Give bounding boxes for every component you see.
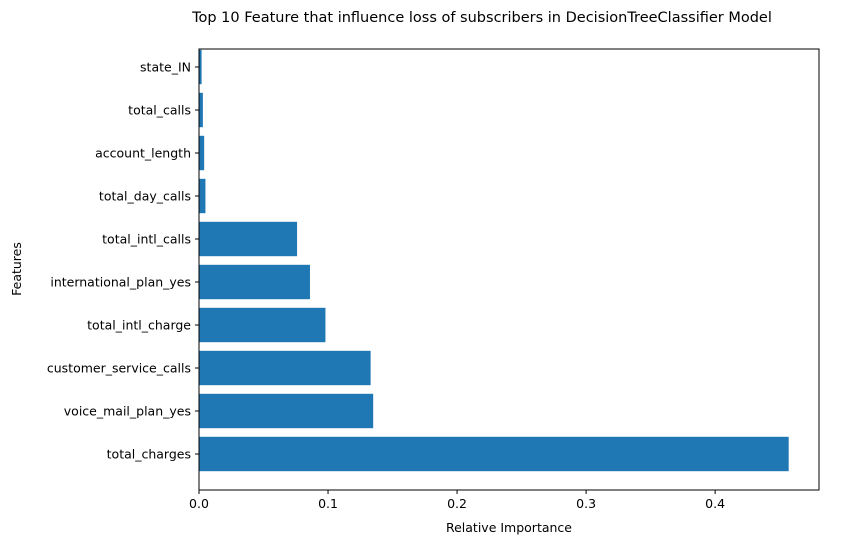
x-tick-label: 0.1 (318, 496, 338, 511)
y-tick-label: voice_mail_plan_yes (64, 404, 191, 419)
chart-title: Top 10 Feature that influence loss of su… (191, 10, 772, 26)
y-tick-label: international_plan_yes (50, 275, 191, 290)
bar-voice_mail_plan_yes (199, 393, 374, 429)
bar-total_intl_charge (199, 307, 326, 343)
x-tick-label: 0.2 (447, 496, 467, 511)
x-axis-ticks: 0.0 0.1 0.2 0.3 0.4 (189, 490, 725, 511)
y-tick-label: total_charges (107, 447, 191, 462)
x-tick-label: 0.3 (576, 496, 596, 511)
y-axis-ticks: total_charges voice_mail_plan_yes customer… (47, 60, 199, 462)
plot-frame (198, 48, 820, 491)
y-tick-label: total_intl_calls (102, 232, 191, 247)
bars-group (199, 49, 789, 472)
y-tick-label: total_calls (128, 103, 191, 118)
bar-state_IN (199, 49, 202, 85)
y-tick-label: state_IN (140, 60, 191, 75)
y-axis-label: Features (9, 242, 24, 296)
bar-account_length (199, 135, 205, 171)
y-tick-label: account_length (95, 146, 191, 161)
bar-total_charges (199, 436, 789, 472)
bar-customer_service_calls (199, 350, 371, 386)
bar-total_calls (199, 92, 203, 128)
x-tick-label: 0.0 (189, 496, 209, 511)
y-tick-label: total_intl_charge (87, 318, 191, 333)
bar-total_intl_calls (199, 221, 298, 257)
bar-total_day_calls (199, 178, 206, 214)
x-axis-label: Relative Importance (446, 520, 572, 535)
y-tick-label: total_day_calls (99, 189, 191, 204)
y-tick-label: customer_service_calls (47, 361, 191, 376)
x-tick-label: 0.4 (705, 496, 725, 511)
bar-international_plan_yes (199, 264, 310, 300)
